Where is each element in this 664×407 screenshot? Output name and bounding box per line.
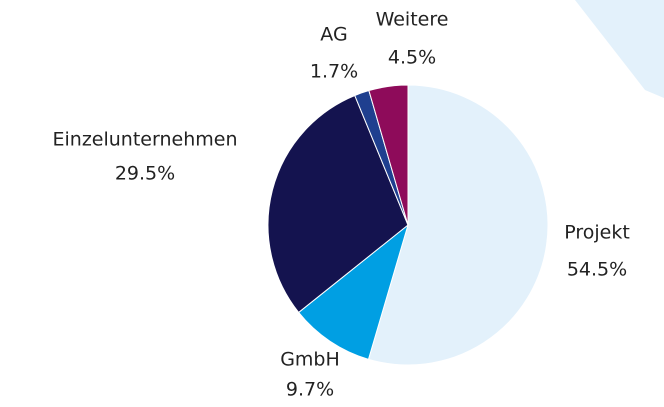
slice-label: Weitere	[376, 9, 449, 31]
slice-value-label: 29.5%	[115, 163, 175, 185]
slice-label: GmbH	[280, 349, 340, 371]
decoration	[575, 0, 664, 98]
slice-value-label: 54.5%	[567, 259, 627, 281]
pie-slice	[267, 94, 409, 314]
slice-label: Projekt	[564, 222, 630, 244]
pie-slice	[297, 223, 409, 360]
slice-label: Einzelunternehmen	[53, 129, 238, 151]
slice-value-label: 4.5%	[388, 47, 436, 69]
slice-value-label: 1.7%	[310, 61, 358, 83]
pie-slice	[368, 84, 409, 226]
pie-slice	[367, 84, 549, 366]
slice-label: AG	[320, 24, 347, 46]
slice-value-label: 9.7%	[286, 379, 334, 401]
